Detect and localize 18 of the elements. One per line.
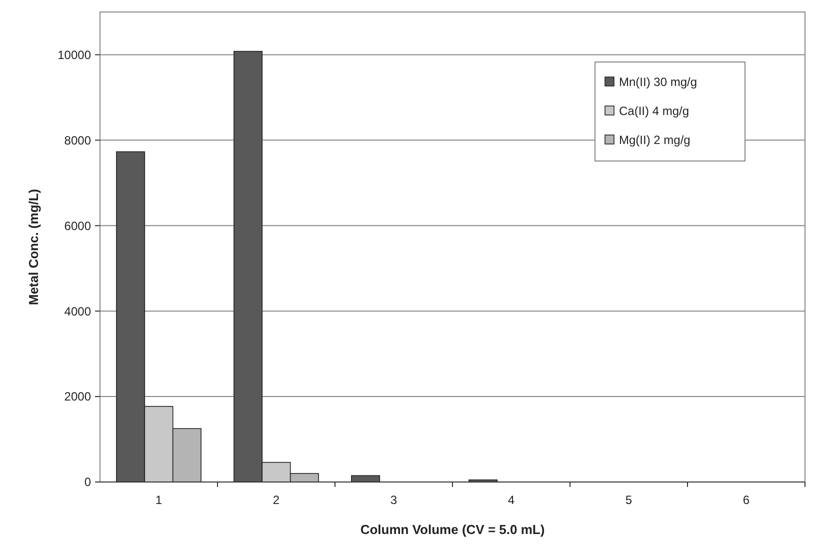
- x-tick-label: 5: [625, 493, 632, 507]
- x-tick-label: 4: [508, 493, 515, 507]
- legend-label: Mg(II) 2 mg/g: [619, 133, 690, 148]
- y-tick-label: 10000: [58, 48, 92, 62]
- y-tick-label: 2000: [64, 390, 92, 404]
- legend-label: Ca(II) 4 mg/g: [619, 104, 690, 118]
- y-tick-label: 4000: [64, 304, 92, 318]
- bar: [351, 475, 380, 482]
- y-axis-title: Metal Conc. (mg/L): [26, 188, 41, 306]
- y-tick-label: 8000: [64, 133, 92, 148]
- x-axis-title: Column Volume (CV = 5.0 mL): [360, 522, 545, 537]
- x-tick-label: 6: [742, 493, 750, 507]
- x-tick-label: 1: [155, 493, 162, 507]
- legend-label: Mn(II) 30 mg/g: [619, 75, 698, 90]
- y-tick-label: 6000: [64, 218, 92, 233]
- x-tick-label: 3: [390, 493, 398, 507]
- x-tick-label: 2: [272, 493, 280, 507]
- y-tick-label: 0: [84, 475, 92, 490]
